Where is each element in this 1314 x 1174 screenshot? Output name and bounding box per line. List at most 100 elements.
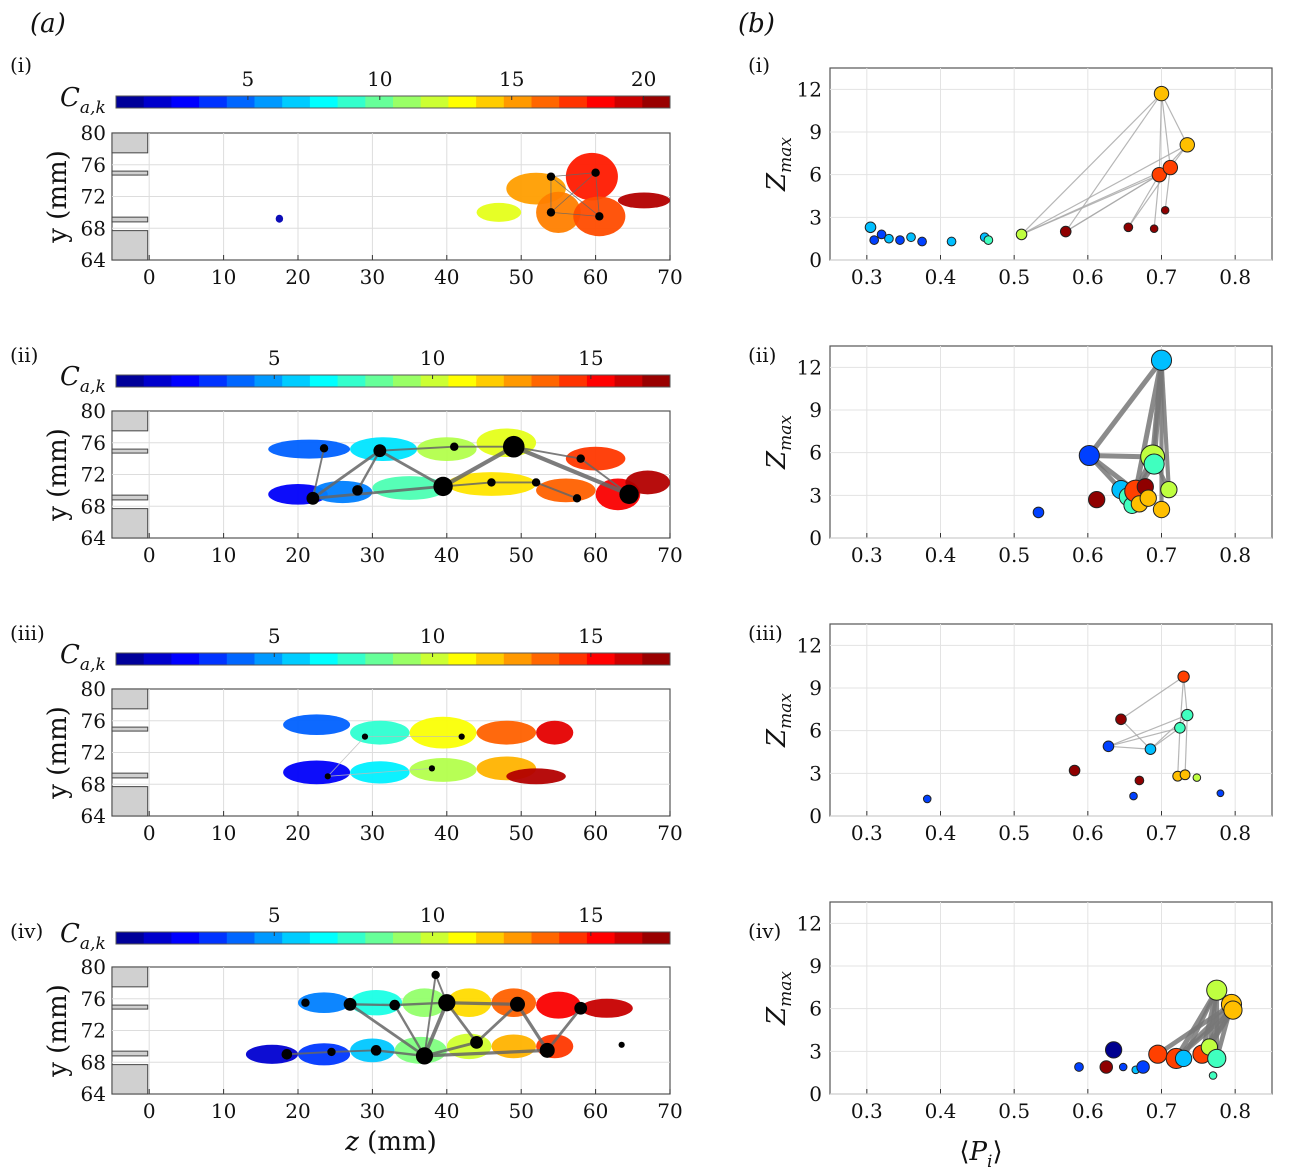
network-edge bbox=[1150, 727, 1181, 750]
colorbar-segment bbox=[282, 653, 311, 665]
network-node bbox=[487, 478, 496, 487]
network-edge bbox=[1133, 359, 1164, 492]
concentration-blob bbox=[350, 720, 410, 745]
x-tick-label: 0 bbox=[143, 543, 156, 567]
y-tick-label: 72 bbox=[81, 1019, 106, 1043]
y-axis-label: Zmax bbox=[762, 137, 796, 192]
concentration-blob bbox=[580, 998, 633, 1018]
colorbar-segment bbox=[365, 375, 394, 387]
row-label-a-ii: (ii) bbox=[10, 343, 38, 367]
colorbar-tick-label: 10 bbox=[420, 346, 445, 370]
x-tick-label: 60 bbox=[583, 821, 608, 845]
injector-block bbox=[111, 216, 149, 223]
colorbar-segment bbox=[531, 653, 560, 665]
network-edge bbox=[1156, 1002, 1233, 1057]
colorbar-segment bbox=[254, 932, 283, 944]
network-node bbox=[389, 999, 401, 1011]
injector-block bbox=[111, 966, 149, 988]
network-edge bbox=[394, 1001, 447, 1007]
data-point bbox=[1088, 490, 1106, 509]
colorbar-segment bbox=[448, 375, 477, 387]
data-point bbox=[917, 236, 927, 247]
network-edge bbox=[1021, 93, 1162, 235]
colorbar-segment bbox=[642, 375, 671, 387]
colorbar-segment bbox=[254, 653, 283, 665]
network-node bbox=[619, 484, 639, 505]
colorbar-frame bbox=[115, 374, 671, 388]
colorbar-tick-label: 15 bbox=[499, 67, 524, 91]
x-tick-label: 70 bbox=[657, 821, 682, 845]
data-point bbox=[1059, 225, 1072, 238]
y-axis-label-sub: max bbox=[776, 971, 796, 1007]
network-node bbox=[546, 172, 556, 181]
data-point bbox=[864, 221, 877, 234]
x-tick-label: 0.6 bbox=[1072, 265, 1104, 289]
network-node bbox=[327, 1047, 336, 1057]
row-label-a-i: (i) bbox=[10, 53, 32, 77]
network-node bbox=[450, 442, 459, 451]
data-point bbox=[946, 236, 957, 247]
y-tick-label: 6 bbox=[809, 163, 822, 187]
x-axis-label: ⟨Pi⟩ bbox=[959, 1137, 1002, 1172]
network-edge bbox=[535, 481, 578, 500]
x-tick-label: 10 bbox=[211, 543, 236, 567]
scatter-panel: 0.3 0.4 0.5 0.6 0.7 0.8 0 3 6 9 12 Zmax bbox=[762, 345, 1273, 567]
network-edge bbox=[1150, 714, 1188, 750]
y-tick-label: 80 bbox=[81, 121, 106, 145]
x-tick-label: 0.3 bbox=[851, 821, 883, 845]
network-edge bbox=[424, 1048, 548, 1058]
x-tick-label: 40 bbox=[434, 543, 459, 567]
x-tick-label: 0.7 bbox=[1146, 821, 1178, 845]
colorbar-segment bbox=[586, 932, 616, 944]
network-edge bbox=[1179, 676, 1185, 728]
colorbar-segment bbox=[531, 96, 560, 108]
x-axis-label-sub: i bbox=[987, 1152, 992, 1172]
network-edge bbox=[1120, 676, 1184, 720]
network-edge bbox=[550, 172, 596, 178]
concentration-blob bbox=[298, 1043, 351, 1066]
network-edge bbox=[1108, 727, 1181, 747]
network-edge bbox=[513, 445, 581, 460]
concentration-blob bbox=[476, 202, 522, 222]
y-tick-label: 68 bbox=[81, 1050, 106, 1074]
network-node bbox=[319, 444, 329, 453]
network-node bbox=[306, 491, 320, 505]
x-tick-label: 30 bbox=[360, 543, 385, 567]
colorbar-segment bbox=[254, 375, 283, 387]
injector-block bbox=[111, 132, 149, 154]
x-tick-label: 10 bbox=[211, 821, 236, 845]
network-edge bbox=[1177, 727, 1181, 777]
y-axis-label-sub: max bbox=[776, 137, 796, 173]
colorbar-segment bbox=[365, 932, 394, 944]
y-axis-label: Zmax bbox=[762, 971, 796, 1026]
colorbar-segment bbox=[614, 375, 643, 387]
row-label-a-iv: (iv) bbox=[10, 919, 43, 943]
colorbar-segment bbox=[309, 96, 339, 108]
x-tick-label: 20 bbox=[285, 265, 310, 289]
colorbar-segment bbox=[559, 653, 588, 665]
injector-block bbox=[111, 726, 149, 732]
colorbar-segment bbox=[282, 932, 311, 944]
colorbar-segment bbox=[309, 932, 339, 944]
x-tick-label: 0.6 bbox=[1072, 543, 1104, 567]
colorbar-tick-label: 15 bbox=[578, 624, 603, 648]
data-point bbox=[1216, 789, 1225, 798]
data-point bbox=[1177, 670, 1190, 683]
y-tick-label: 76 bbox=[81, 709, 106, 733]
colorbar-segment bbox=[393, 375, 422, 387]
x-tick-label: 0 bbox=[143, 821, 156, 845]
colorbar-segment bbox=[614, 653, 643, 665]
y-axis-label-sub: max bbox=[776, 693, 796, 729]
x-tick-label: 0.5 bbox=[998, 543, 1030, 567]
x-tick-label: 0.5 bbox=[998, 1099, 1030, 1123]
x-tick-label: 70 bbox=[657, 265, 682, 289]
colorbar-segment bbox=[226, 96, 255, 108]
colorbar-segment bbox=[171, 375, 200, 387]
network-node bbox=[343, 997, 357, 1011]
data-point bbox=[1160, 205, 1170, 215]
colorbar-label-sub: a,k bbox=[80, 98, 106, 118]
data-point bbox=[1074, 1062, 1084, 1072]
colorbar-frame bbox=[115, 95, 671, 109]
network-edge bbox=[349, 1003, 426, 1058]
colorbar-segment bbox=[337, 375, 366, 387]
